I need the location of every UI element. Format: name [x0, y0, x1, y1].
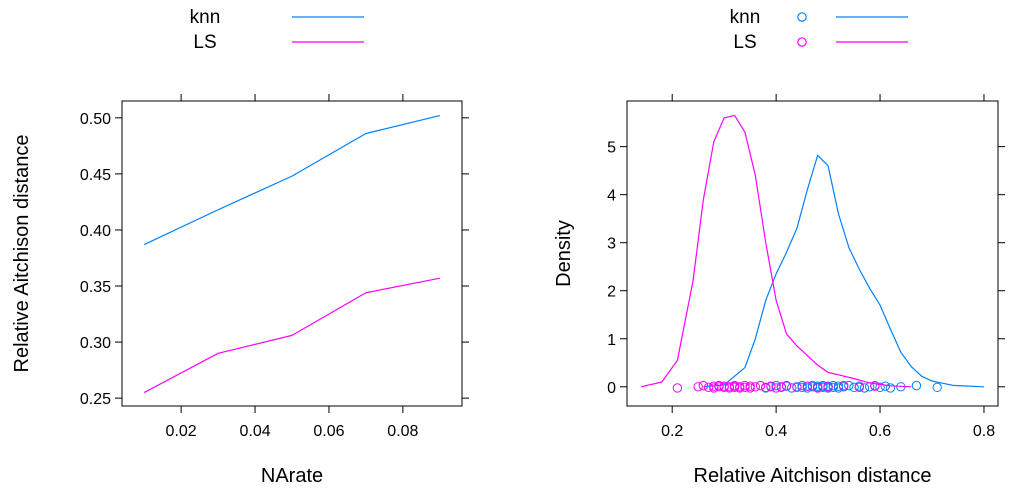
data-point-LS	[761, 382, 771, 393]
data-point-LS	[709, 383, 719, 393]
y-tick-label: 3	[607, 236, 616, 253]
y-tick-label: 0.35	[80, 279, 111, 296]
line-chart-panel: 0.02 0.04 0.06 0.08 0.25 0.30 0.35 0.40 0.45 0.50…	[11, 7, 469, 487]
y-tick-label: 2	[607, 284, 616, 301]
data-point-LS	[740, 382, 750, 393]
series-line-LS	[640, 114, 912, 388]
y-tick-label: 1	[607, 332, 616, 349]
series-line-knn	[143, 114, 440, 246]
data-point-LS	[714, 380, 724, 391]
data-point-knn	[859, 383, 870, 393]
y-tick-label: 0.40	[80, 223, 111, 240]
data-point-knn	[875, 382, 885, 393]
series-line-knn	[703, 154, 984, 388]
data-point-LS	[854, 382, 864, 393]
data-point-knn	[787, 383, 797, 393]
data-point-LS	[771, 383, 781, 393]
data-point-LS	[703, 382, 714, 393]
data-point-LS	[724, 382, 735, 392]
data-point-LS	[735, 382, 745, 392]
x-tick-label: 0.04	[239, 423, 270, 440]
series-line-LS	[143, 277, 440, 394]
data-point-LS	[870, 381, 880, 391]
x-tick-label: 0.4	[765, 423, 787, 440]
x-axis-label: Relative Aitchison distance	[694, 465, 932, 487]
data-point-knn	[880, 381, 890, 391]
x-axis-label: NArate	[261, 465, 323, 487]
data-point-knn	[844, 380, 854, 391]
data-point-LS	[812, 383, 823, 393]
data-point-LS	[755, 380, 766, 391]
x-tick-label: 0.6	[869, 423, 891, 440]
data-point-LS	[776, 382, 787, 392]
data-point-LS	[766, 381, 776, 391]
data-point-LS	[719, 381, 729, 391]
data-point-LS	[823, 382, 833, 392]
y-axis-label: Density	[553, 220, 575, 287]
data-point-knn	[833, 383, 844, 393]
legend-marker-knn	[797, 12, 807, 22]
data-point-knn	[807, 380, 818, 391]
data-point-LS	[693, 382, 703, 392]
x-tick-label: 0.06	[313, 423, 344, 440]
data-point-LS	[838, 380, 849, 391]
data-point-knn	[932, 382, 942, 393]
legend-label-knn: knn	[730, 7, 761, 28]
plot-frame	[121, 100, 463, 407]
data-point-knn	[828, 382, 838, 393]
data-point-LS	[672, 383, 683, 393]
data-point-LS	[792, 382, 802, 393]
data-point-LS	[698, 380, 709, 391]
y-tick-label: 4	[607, 188, 616, 205]
data-point-LS	[802, 381, 813, 391]
x-tick-label: 0.8	[973, 423, 995, 440]
y-tick-label: 0.50	[80, 111, 111, 128]
y-tick-label: 0.25	[80, 391, 111, 408]
y-tick-label: 0.45	[80, 167, 111, 184]
y-tick-label: 0	[607, 380, 616, 397]
legend-label-LS: LS	[193, 32, 216, 53]
plot-frame	[626, 100, 999, 407]
density-chart-panel: 0.2 0.4 0.6 0.8 0 1 2 3 4 5 Relative Aitchison dis…	[553, 7, 1005, 487]
x-tick-label: 0.2	[661, 423, 683, 440]
legend-label-LS: LS	[733, 32, 756, 53]
legend-label-knn: knn	[190, 7, 221, 28]
data-point-knn	[911, 380, 922, 391]
data-point-LS	[745, 383, 755, 393]
data-point-LS	[750, 382, 761, 392]
data-point-knn	[885, 383, 896, 393]
data-point-LS	[729, 381, 740, 391]
x-tick-label: 0.02	[166, 423, 197, 440]
data-point-knn	[849, 382, 859, 393]
y-tick-label: 5	[607, 140, 616, 157]
y-tick-label: 0.30	[80, 335, 111, 352]
data-point-knn	[771, 380, 781, 391]
data-point-knn	[818, 382, 828, 393]
data-point-knn	[797, 382, 807, 393]
x-tick-label: 0.08	[387, 423, 418, 440]
y-axis-label: Relative Aitchison distance	[11, 135, 33, 373]
data-point-LS	[781, 380, 792, 391]
legend-marker-LS	[797, 37, 807, 47]
